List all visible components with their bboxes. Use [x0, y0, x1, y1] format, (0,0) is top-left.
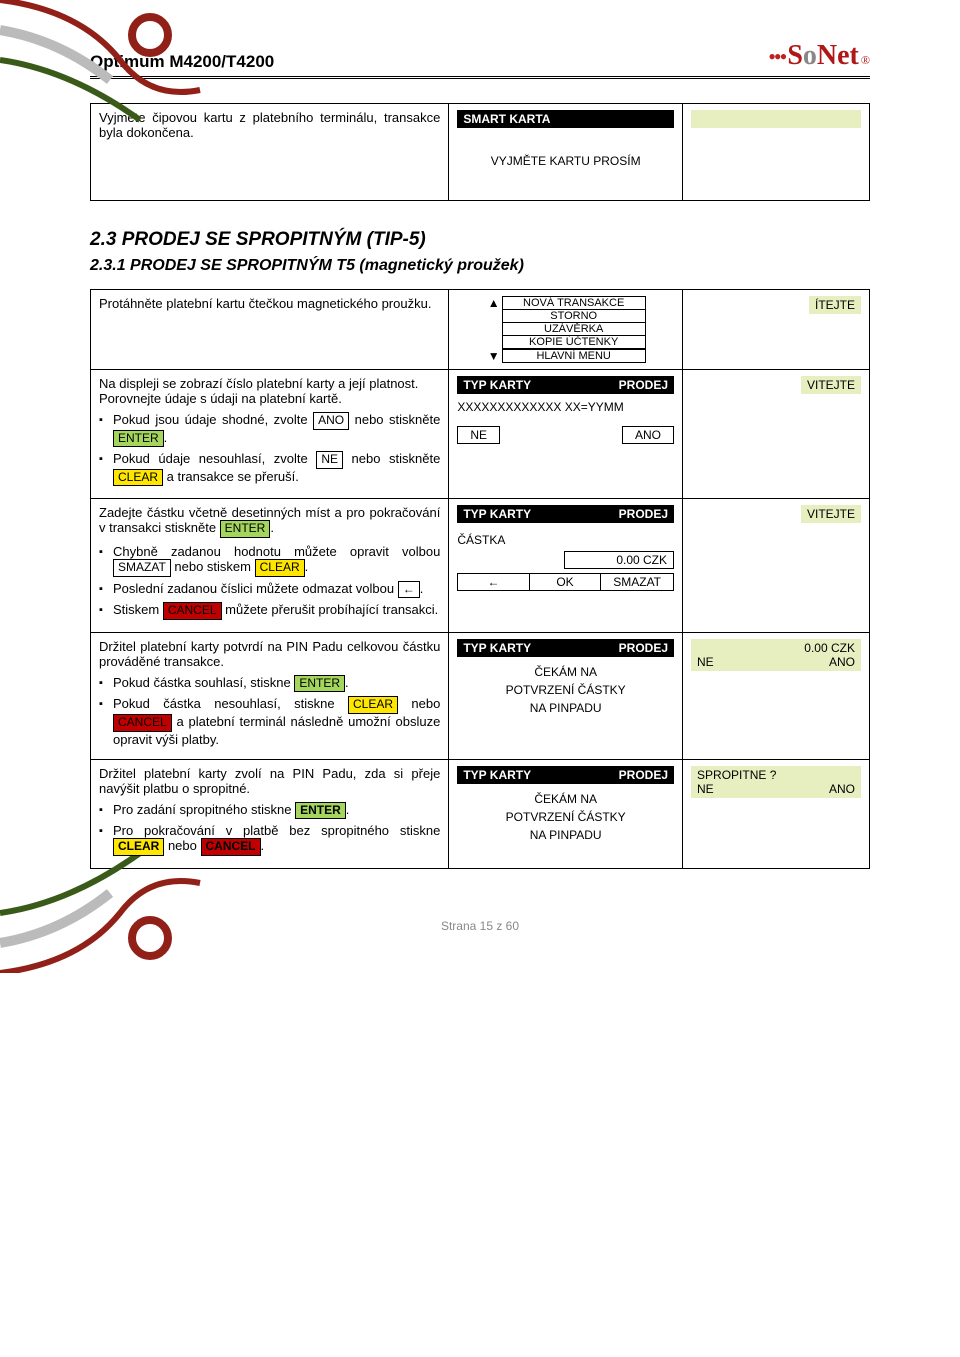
doc-title: Optimum M4200/T4200 — [90, 52, 274, 72]
page-footer: Strana 15 z 60 — [90, 919, 870, 933]
row2-instr: Zadejte částku včetně desetinných míst a… — [91, 499, 449, 632]
row1-instr: Na displeji se zobrazí číslo platební ka… — [91, 370, 449, 499]
row1-side: VITEJTE — [683, 370, 870, 499]
row4-instr: Držitel platební karty zvolí na PIN Padu… — [91, 759, 449, 868]
top-screen: SMART KARTA VYJMĚTE KARTU PROSÍM — [449, 104, 683, 201]
top-side — [683, 104, 870, 201]
btn-back[interactable]: ← — [457, 573, 529, 591]
row3-screen: TYP KARTYPRODEJ ČEKÁM NA POTVRZENÍ ČÁSTK… — [449, 632, 683, 759]
row4-screen: TYP KARTYPRODEJ ČEKÁM NA POTVRZENÍ ČÁSTK… — [449, 759, 683, 868]
steps-table: Protáhněte platební kartu čtečkou magnet… — [90, 289, 870, 869]
row3-side: 0.00 CZK NEANO — [683, 632, 870, 759]
row1-screen: TYP KARTYPRODEJ XXXXXXXXXXXXX XX=YYMM NE… — [449, 370, 683, 499]
top-table: Vyjměte čipovou kartu z platebního termi… — [90, 103, 870, 201]
row0-screen: ▲NOVÁ TRANSAKCE STORNO UZÁVĚRKA KOPIE ÚČ… — [449, 290, 683, 370]
btn-ok[interactable]: OK — [530, 573, 601, 591]
btn-ne[interactable]: NE — [457, 426, 500, 444]
section-heading: 2.3 PRODEJ SE SPROPITNÝM (TIP-5) — [90, 229, 870, 251]
logo: ••• SoNet ® — [768, 40, 870, 72]
top-instruction: Vyjměte čipovou kartu z platebního termi… — [91, 104, 449, 201]
row2-screen: TYP KARTYPRODEJ ČÁSTKA 0.00 CZK ← OK SMA… — [449, 499, 683, 632]
row3-instr: Držitel platební karty potvrdí na PIN Pa… — [91, 632, 449, 759]
row0-side: ÍTEJTE — [683, 290, 870, 370]
row0-instr: Protáhněte platební kartu čtečkou magnet… — [91, 290, 449, 370]
subsection-heading: 2.3.1 PRODEJ SE SPROPITNÝM T5 (magnetick… — [90, 257, 870, 275]
btn-ano[interactable]: ANO — [622, 426, 674, 444]
row4-side: SPROPITNE ? NEANO — [683, 759, 870, 868]
btn-smazat[interactable]: SMAZAT — [601, 573, 674, 591]
amount-box: 0.00 CZK — [564, 551, 674, 569]
row2-side: VITEJTE — [683, 499, 870, 632]
